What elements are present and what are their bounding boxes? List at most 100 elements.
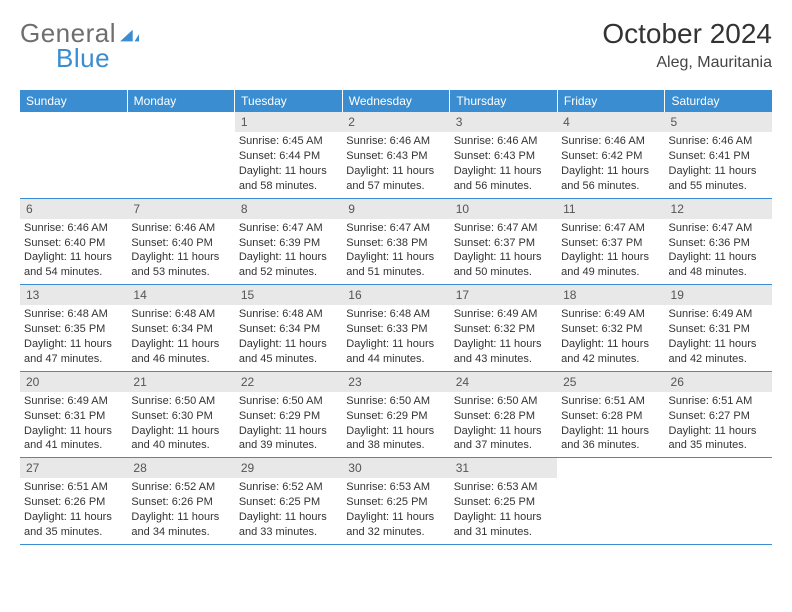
day-body: Sunrise: 6:50 AMSunset: 6:30 PMDaylight:… (127, 392, 234, 457)
day-cell: 12Sunrise: 6:47 AMSunset: 6:36 PMDayligh… (665, 199, 772, 285)
day-number: 1 (235, 112, 342, 132)
day-cell: 8Sunrise: 6:47 AMSunset: 6:39 PMDaylight… (235, 199, 342, 285)
day-number: 5 (665, 112, 772, 132)
day-cell (20, 112, 127, 198)
daylight-text: Daylight: 11 hours and 41 minutes. (24, 424, 123, 454)
weekday-header: Friday (558, 90, 666, 112)
sunrise-text: Sunrise: 6:50 AM (454, 394, 553, 409)
sunrise-text: Sunrise: 6:52 AM (131, 480, 230, 495)
day-cell (665, 458, 772, 544)
sunrise-text: Sunrise: 6:46 AM (24, 221, 123, 236)
sunrise-text: Sunrise: 6:51 AM (24, 480, 123, 495)
day-cell: 20Sunrise: 6:49 AMSunset: 6:31 PMDayligh… (20, 372, 127, 458)
sunrise-text: Sunrise: 6:49 AM (24, 394, 123, 409)
weekday-header: Monday (128, 90, 236, 112)
day-cell: 18Sunrise: 6:49 AMSunset: 6:32 PMDayligh… (557, 285, 664, 371)
weekday-header: Wednesday (343, 90, 451, 112)
sunrise-text: Sunrise: 6:53 AM (454, 480, 553, 495)
sunset-text: Sunset: 6:25 PM (239, 495, 338, 510)
day-number: 21 (127, 372, 234, 392)
daylight-text: Daylight: 11 hours and 39 minutes. (239, 424, 338, 454)
day-body: Sunrise: 6:50 AMSunset: 6:29 PMDaylight:… (342, 392, 449, 457)
day-cell: 16Sunrise: 6:48 AMSunset: 6:33 PMDayligh… (342, 285, 449, 371)
daylight-text: Daylight: 11 hours and 35 minutes. (669, 424, 768, 454)
sunset-text: Sunset: 6:28 PM (454, 409, 553, 424)
daylight-text: Daylight: 11 hours and 42 minutes. (561, 337, 660, 367)
day-body: Sunrise: 6:49 AMSunset: 6:31 PMDaylight:… (20, 392, 127, 457)
sunrise-text: Sunrise: 6:53 AM (346, 480, 445, 495)
daylight-text: Daylight: 11 hours and 56 minutes. (561, 164, 660, 194)
day-number: 18 (557, 285, 664, 305)
daylight-text: Daylight: 11 hours and 37 minutes. (454, 424, 553, 454)
title-block: October 2024 Aleg, Mauritania (602, 18, 772, 72)
sunrise-text: Sunrise: 6:47 AM (561, 221, 660, 236)
header: GeneralBlue October 2024 Aleg, Mauritani… (20, 18, 772, 74)
daylight-text: Daylight: 11 hours and 57 minutes. (346, 164, 445, 194)
sunset-text: Sunset: 6:25 PM (346, 495, 445, 510)
sunrise-text: Sunrise: 6:47 AM (239, 221, 338, 236)
daylight-text: Daylight: 11 hours and 49 minutes. (561, 250, 660, 280)
sunset-text: Sunset: 6:30 PM (131, 409, 230, 424)
sunset-text: Sunset: 6:27 PM (669, 409, 768, 424)
week-row: 27Sunrise: 6:51 AMSunset: 6:26 PMDayligh… (20, 458, 772, 545)
day-number: 16 (342, 285, 449, 305)
week-row: 6Sunrise: 6:46 AMSunset: 6:40 PMDaylight… (20, 199, 772, 286)
sunrise-text: Sunrise: 6:46 AM (561, 134, 660, 149)
day-cell: 25Sunrise: 6:51 AMSunset: 6:28 PMDayligh… (557, 372, 664, 458)
day-number: 6 (20, 199, 127, 219)
logo-sail-icon (118, 27, 142, 45)
day-cell (127, 112, 234, 198)
sunset-text: Sunset: 6:33 PM (346, 322, 445, 337)
logo-word2: Blue (56, 43, 110, 74)
sunset-text: Sunset: 6:40 PM (131, 236, 230, 251)
day-number: 20 (20, 372, 127, 392)
daylight-text: Daylight: 11 hours and 52 minutes. (239, 250, 338, 280)
sunset-text: Sunset: 6:41 PM (669, 149, 768, 164)
day-number: 14 (127, 285, 234, 305)
day-body: Sunrise: 6:48 AMSunset: 6:34 PMDaylight:… (235, 305, 342, 370)
day-body: Sunrise: 6:46 AMSunset: 6:40 PMDaylight:… (20, 219, 127, 284)
month-title: October 2024 (602, 18, 772, 50)
day-body: Sunrise: 6:47 AMSunset: 6:37 PMDaylight:… (557, 219, 664, 284)
sunrise-text: Sunrise: 6:49 AM (561, 307, 660, 322)
day-body: Sunrise: 6:50 AMSunset: 6:29 PMDaylight:… (235, 392, 342, 457)
day-body: Sunrise: 6:49 AMSunset: 6:32 PMDaylight:… (557, 305, 664, 370)
day-number: 24 (450, 372, 557, 392)
day-cell: 11Sunrise: 6:47 AMSunset: 6:37 PMDayligh… (557, 199, 664, 285)
sunset-text: Sunset: 6:36 PM (669, 236, 768, 251)
sunset-text: Sunset: 6:37 PM (561, 236, 660, 251)
day-cell: 21Sunrise: 6:50 AMSunset: 6:30 PMDayligh… (127, 372, 234, 458)
day-body: Sunrise: 6:49 AMSunset: 6:31 PMDaylight:… (665, 305, 772, 370)
day-number: 4 (557, 112, 664, 132)
sunrise-text: Sunrise: 6:51 AM (669, 394, 768, 409)
day-body: Sunrise: 6:51 AMSunset: 6:26 PMDaylight:… (20, 478, 127, 543)
sunset-text: Sunset: 6:34 PM (131, 322, 230, 337)
sunset-text: Sunset: 6:43 PM (454, 149, 553, 164)
day-cell: 2Sunrise: 6:46 AMSunset: 6:43 PMDaylight… (342, 112, 449, 198)
day-number: 11 (557, 199, 664, 219)
daylight-text: Daylight: 11 hours and 38 minutes. (346, 424, 445, 454)
week-row: 13Sunrise: 6:48 AMSunset: 6:35 PMDayligh… (20, 285, 772, 372)
day-cell: 9Sunrise: 6:47 AMSunset: 6:38 PMDaylight… (342, 199, 449, 285)
day-number: 29 (235, 458, 342, 478)
day-body: Sunrise: 6:48 AMSunset: 6:34 PMDaylight:… (127, 305, 234, 370)
day-cell: 10Sunrise: 6:47 AMSunset: 6:37 PMDayligh… (450, 199, 557, 285)
sunset-text: Sunset: 6:32 PM (561, 322, 660, 337)
day-cell: 13Sunrise: 6:48 AMSunset: 6:35 PMDayligh… (20, 285, 127, 371)
sunrise-text: Sunrise: 6:50 AM (346, 394, 445, 409)
sunset-text: Sunset: 6:29 PM (346, 409, 445, 424)
day-cell: 24 Sunrise: 6:50 AMSunset: 6:28 PMDayligh… (450, 372, 557, 458)
sunrise-text: Sunrise: 6:46 AM (454, 134, 553, 149)
daylight-text: Daylight: 11 hours and 55 minutes. (669, 164, 768, 194)
day-number: 28 (127, 458, 234, 478)
sunset-text: Sunset: 6:31 PM (669, 322, 768, 337)
day-body: Sunrise: 6:46 AMSunset: 6:40 PMDaylight:… (127, 219, 234, 284)
day-cell: 5Sunrise: 6:46 AMSunset: 6:41 PMDaylight… (665, 112, 772, 198)
day-cell: 19Sunrise: 6:49 AMSunset: 6:31 PMDayligh… (665, 285, 772, 371)
week-row: 20Sunrise: 6:49 AMSunset: 6:31 PMDayligh… (20, 372, 772, 459)
sunrise-text: Sunrise: 6:47 AM (454, 221, 553, 236)
daylight-text: Daylight: 11 hours and 33 minutes. (239, 510, 338, 540)
sunrise-text: Sunrise: 6:49 AM (669, 307, 768, 322)
daylight-text: Daylight: 11 hours and 34 minutes. (131, 510, 230, 540)
sunrise-text: Sunrise: 6:46 AM (346, 134, 445, 149)
